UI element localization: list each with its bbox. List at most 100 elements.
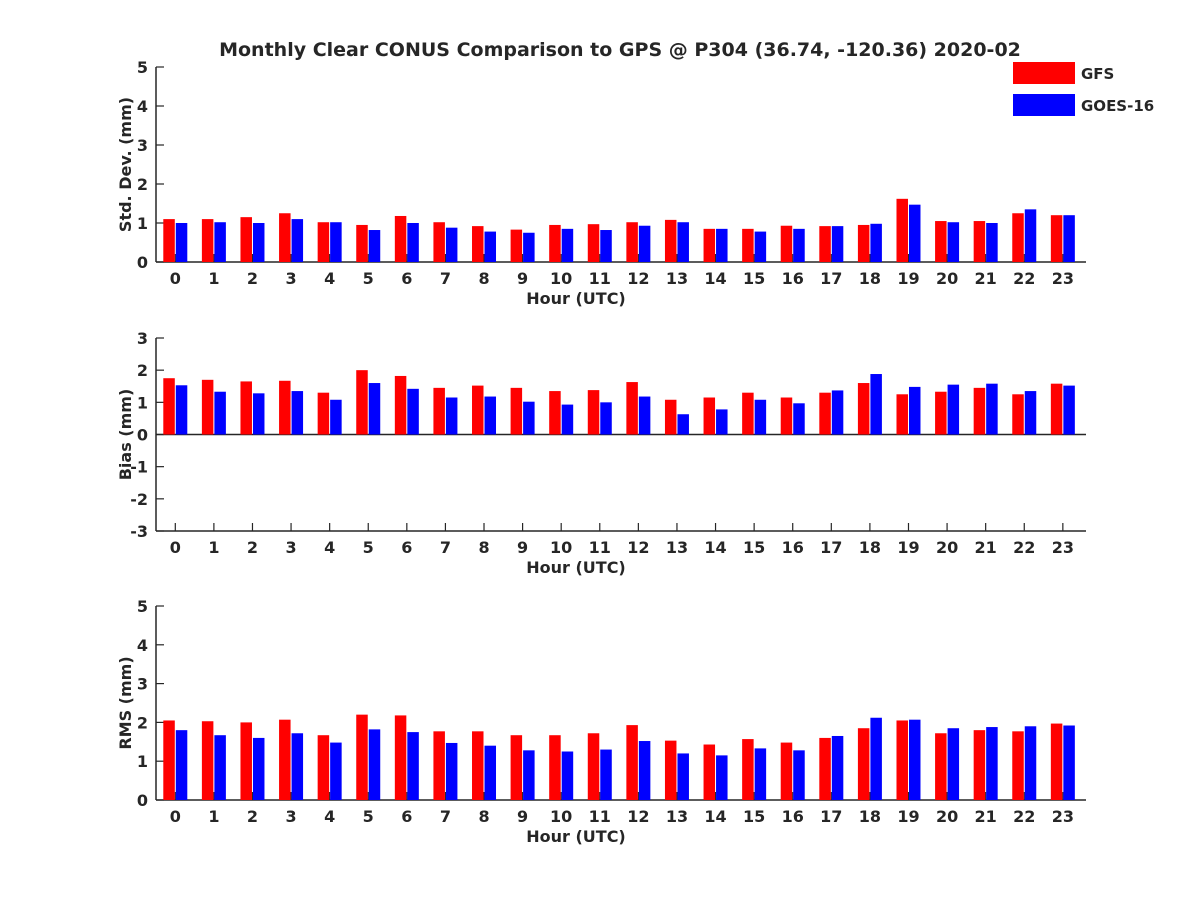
bar-gfs-14 (703, 744, 716, 800)
bar-gfs-21 (973, 730, 986, 800)
bar-gfs-2 (240, 217, 252, 262)
bar-goes-16-13 (677, 222, 689, 262)
x-tick-label: 5 (363, 807, 374, 826)
bar-gfs-11 (587, 224, 600, 262)
bar-goes-16-14 (716, 755, 728, 800)
x-tick-label: 4 (324, 269, 335, 288)
bar-goes-16-22 (1024, 726, 1037, 800)
bar-goes-16-22 (1024, 391, 1037, 435)
bar-gfs-5 (356, 370, 368, 435)
figure-title: Monthly Clear CONUS Comparison to GPS @ … (219, 39, 1021, 61)
x-tick-label: 15 (743, 538, 765, 557)
bar-goes-16-11 (600, 230, 612, 262)
x-tick-label: 6 (401, 807, 412, 826)
bar-gfs-8 (472, 385, 484, 435)
y-tick-label: 5 (137, 597, 148, 616)
bar-gfs-14 (703, 228, 716, 262)
x-tick-label: 22 (1013, 538, 1035, 557)
bar-goes-16-8 (484, 231, 497, 262)
y-tick-label: -3 (130, 522, 148, 541)
bar-goes-16-4 (330, 742, 342, 800)
bar-goes-16-22 (1024, 209, 1037, 262)
bar-gfs-18 (857, 224, 870, 262)
bar-gfs-15 (742, 739, 754, 800)
x-tick-label: 0 (170, 538, 181, 557)
x-tick-label: 22 (1013, 269, 1035, 288)
bar-gfs-20 (935, 391, 947, 435)
bar-goes-16-10 (561, 404, 574, 435)
x-tick-label: 12 (627, 807, 649, 826)
x-tick-label: 15 (743, 269, 765, 288)
bar-gfs-11 (587, 733, 600, 800)
x-tick-label: 12 (627, 269, 649, 288)
y-tick-label: 4 (137, 636, 148, 655)
bar-gfs-18 (857, 383, 870, 435)
bar-goes-16-9 (523, 750, 535, 800)
bar-gfs-19 (896, 394, 908, 435)
x-tick-label: 13 (666, 807, 688, 826)
bar-goes-16-5 (368, 230, 381, 262)
bar-goes-16-17 (831, 390, 844, 435)
bar-gfs-8 (472, 226, 484, 262)
bar-goes-16-6 (407, 732, 419, 800)
bar-gfs-17 (819, 392, 831, 435)
x-tick-label: 18 (859, 538, 881, 557)
x-tick-label: 11 (589, 807, 611, 826)
x-tick-label: 9 (517, 269, 528, 288)
bar-goes-16-0 (175, 730, 188, 800)
bar-goes-16-14 (716, 228, 728, 262)
bar-goes-16-21 (986, 223, 998, 262)
bar-goes-16-18 (870, 374, 882, 435)
y-tick-label: -1 (130, 458, 148, 477)
bar-goes-16-16 (793, 403, 805, 435)
y-tick-label: 2 (137, 713, 148, 732)
legend-label-goes-16: GOES-16 (1081, 97, 1154, 115)
bar-gfs-4 (317, 735, 330, 800)
bar-gfs-10 (549, 735, 561, 800)
x-tick-label: 17 (820, 807, 842, 826)
bar-goes-16-13 (677, 414, 689, 435)
bar-goes-16-18 (870, 717, 882, 800)
bar-goes-16-23 (1063, 385, 1075, 435)
x-tick-label: 3 (285, 538, 296, 557)
bar-gfs-12 (626, 222, 638, 262)
bar-gfs-6 (394, 215, 407, 262)
x-tick-label: 23 (1052, 538, 1074, 557)
bar-goes-16-14 (716, 409, 728, 435)
bar-goes-16-3 (291, 733, 304, 800)
bar-gfs-23 (1050, 723, 1063, 800)
bar-goes-16-13 (677, 753, 689, 800)
x-tick-label: 1 (208, 538, 219, 557)
bar-goes-16-20 (947, 222, 960, 262)
y-tick-label: 0 (137, 791, 148, 810)
y-tick-label: 2 (137, 361, 148, 380)
x-tick-label: 14 (704, 269, 726, 288)
bar-goes-16-8 (484, 745, 497, 800)
bar-gfs-10 (549, 391, 561, 435)
bar-gfs-4 (317, 222, 330, 262)
bar-goes-16-7 (445, 227, 458, 262)
bar-gfs-7 (433, 387, 445, 435)
bar-goes-16-21 (986, 383, 998, 435)
bar-goes-16-18 (870, 223, 882, 262)
x-tick-label: 23 (1052, 269, 1074, 288)
bar-goes-16-1 (214, 222, 226, 262)
x-tick-label: 6 (401, 538, 412, 557)
bar-goes-16-19 (908, 719, 921, 800)
bar-goes-16-19 (908, 204, 921, 262)
bar-goes-16-8 (484, 396, 497, 435)
bar-gfs-23 (1050, 215, 1063, 262)
bar-gfs-12 (626, 725, 638, 800)
y-tick-label: 2 (137, 175, 148, 194)
x-tick-label: 4 (324, 538, 335, 557)
bar-goes-16-23 (1063, 215, 1075, 262)
x-tick-label: 11 (589, 269, 611, 288)
bar-goes-16-5 (368, 729, 381, 800)
x-tick-label: 8 (478, 538, 489, 557)
x-tick-label: 9 (517, 538, 528, 557)
bar-goes-16-5 (368, 383, 381, 435)
bar-gfs-2 (240, 381, 252, 435)
